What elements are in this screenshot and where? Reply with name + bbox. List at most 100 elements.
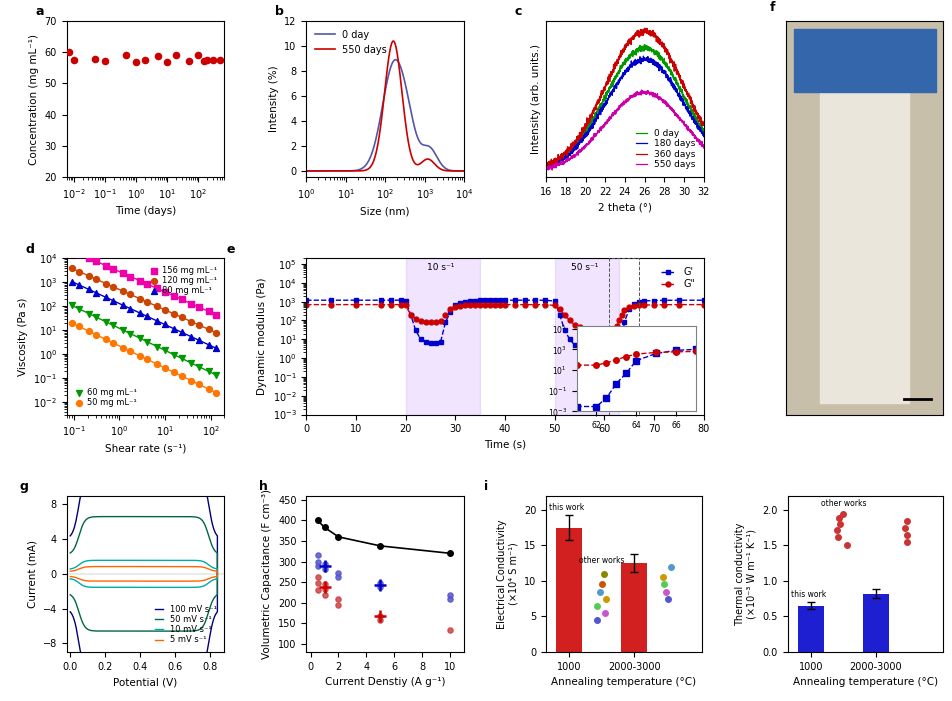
- 50 mg mL⁻¹: [174, 370, 189, 381]
- Line: 0 day: 0 day: [307, 60, 464, 171]
- G": [608, 326, 620, 334]
- 360 days: [639, 24, 650, 32]
- Bar: [556, 528, 582, 652]
- 100 mV s⁻¹: [65, 531, 76, 540]
- 5 mV s⁻¹: [65, 567, 76, 576]
- 550 days: [540, 163, 551, 172]
- 550 days: [608, 108, 620, 116]
- Point: [181, 55, 196, 67]
- 5 mV s⁻¹: [198, 563, 209, 571]
- G": [588, 326, 600, 334]
- 550 days: [545, 166, 557, 175]
- 50 mV s⁻¹: [138, 627, 149, 635]
- Point: [589, 614, 605, 625]
- Legend: 100 mV s⁻¹, 50 mV s⁻¹, 10 mV s⁻¹, 5 mV s⁻¹: 100 mV s⁻¹, 50 mV s⁻¹, 10 mV s⁻¹, 5 mV s…: [151, 601, 220, 648]
- 50 mg mL⁻¹: [208, 387, 224, 398]
- 50 mg mL⁻¹: [149, 359, 165, 370]
- 120 mg mL⁻¹: [140, 297, 155, 308]
- Legend: 0 day, 550 days: 0 day, 550 days: [311, 26, 390, 58]
- 120 mg mL⁻¹: [201, 324, 216, 335]
- 0 day: [593, 106, 605, 114]
- Point: [372, 582, 387, 593]
- 60 mg mL⁻¹: [106, 320, 121, 331]
- X-axis label: Size (nm): Size (nm): [360, 206, 409, 217]
- X-axis label: Current Denstiy (A g⁻¹): Current Denstiy (A g⁻¹): [325, 677, 445, 687]
- 5 mV s⁻¹: [141, 562, 152, 571]
- 156 mg mL⁻¹: [208, 309, 224, 320]
- Line: G': G': [304, 298, 705, 408]
- 180 days: [625, 62, 637, 71]
- Point: [372, 614, 387, 625]
- 0 day: [301, 167, 312, 175]
- Point: [119, 50, 134, 61]
- 156 mg mL⁻¹: [191, 301, 207, 313]
- G": [301, 301, 312, 309]
- Point: [899, 529, 914, 540]
- 5 mV s⁻¹: [185, 577, 196, 585]
- 80 mg mL⁻¹: [106, 295, 121, 306]
- 50 mg mL⁻¹: [98, 334, 113, 345]
- Line: 100 mV s⁻¹: 100 mV s⁻¹: [70, 470, 217, 678]
- 10 mV s⁻¹: [138, 583, 149, 592]
- 80 mg mL⁻¹: [140, 311, 155, 322]
- Point: [898, 515, 913, 526]
- 50 mg mL⁻¹: [89, 329, 104, 340]
- 80 mg mL⁻¹: [201, 339, 216, 350]
- 550 days: [697, 142, 708, 151]
- 50 mV s⁻¹: [65, 590, 76, 599]
- 180 days: [608, 85, 620, 93]
- Line: 550 days: 550 days: [545, 90, 703, 170]
- Point: [330, 571, 346, 583]
- Point: [896, 522, 911, 533]
- 180 days: [697, 132, 708, 140]
- 100 mV s⁻¹: [198, 477, 209, 486]
- G': [603, 402, 614, 410]
- 180 days: [540, 164, 551, 172]
- Point: [309, 556, 325, 567]
- Legend: G', G": G', G": [656, 264, 698, 293]
- 50 mV s⁻¹: [162, 627, 173, 635]
- Point: [317, 563, 332, 574]
- 550 days: [453, 167, 465, 175]
- 0 day: [697, 127, 708, 135]
- 80 mg mL⁻¹: [123, 303, 138, 314]
- Point: [656, 579, 671, 590]
- Text: i: i: [484, 480, 487, 493]
- 156 mg mL⁻¹: [157, 286, 172, 297]
- 50 mg mL⁻¹: [115, 342, 130, 353]
- Point: [309, 561, 325, 572]
- Y-axis label: Intensity (arb. units.): Intensity (arb. units.): [530, 44, 540, 154]
- Bar: [797, 606, 823, 652]
- 60 mg mL⁻¹: [149, 341, 165, 352]
- 10 mV s⁻¹: [136, 583, 148, 592]
- 10 mV s⁻¹: [138, 556, 149, 564]
- 80 mg mL⁻¹: [208, 343, 224, 354]
- 100 mV s⁻¹: [138, 465, 149, 474]
- G": [564, 316, 575, 325]
- 5 mV s⁻¹: [65, 572, 76, 580]
- Text: f: f: [769, 1, 775, 14]
- 80 mg mL⁻¹: [191, 334, 207, 346]
- 100 mV s⁻¹: [185, 674, 196, 682]
- Line: 550 days: 550 days: [307, 41, 464, 171]
- 100 mV s⁻¹: [116, 465, 128, 474]
- 0 day: [541, 165, 552, 173]
- 360 days: [608, 64, 620, 72]
- Point: [169, 50, 184, 61]
- Point: [442, 590, 457, 601]
- Point: [196, 55, 211, 67]
- 50 mV s⁻¹: [185, 627, 196, 635]
- 5 mV s⁻¹: [162, 577, 173, 585]
- 50 mV s⁻¹: [198, 519, 209, 527]
- 360 days: [593, 95, 605, 103]
- Point: [838, 540, 853, 551]
- 10 mV s⁻¹: [65, 575, 76, 583]
- 0 day: [425, 143, 436, 151]
- Point: [828, 524, 843, 536]
- Y-axis label: Viscosity (Pa s): Viscosity (Pa s): [17, 297, 28, 376]
- 120 mg mL⁻¹: [98, 278, 113, 289]
- Point: [61, 47, 76, 58]
- G': [301, 296, 312, 304]
- 0 day: [453, 167, 465, 175]
- 10 mV s⁻¹: [185, 583, 196, 592]
